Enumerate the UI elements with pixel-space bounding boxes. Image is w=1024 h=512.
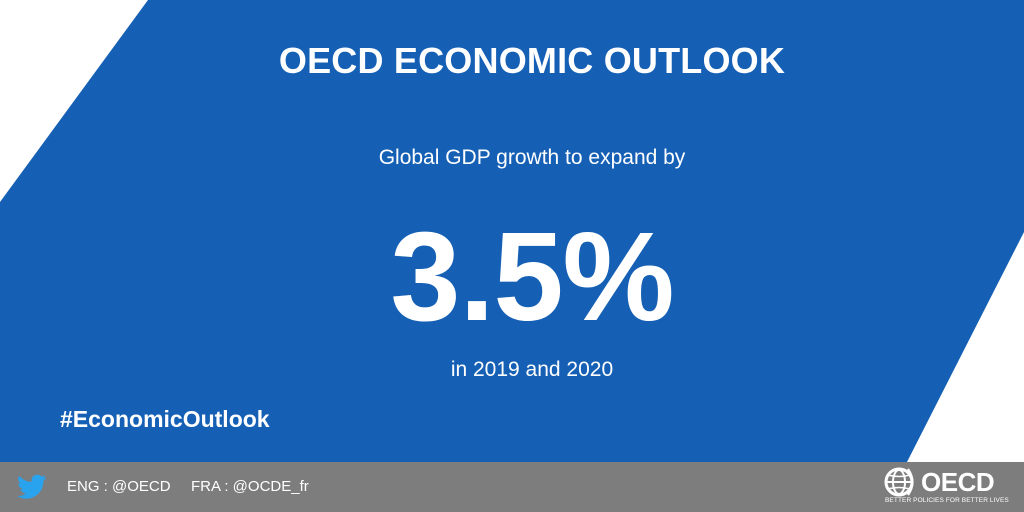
oecd-wordmark: OECD bbox=[921, 467, 995, 497]
french-twitter-handle[interactable]: FRA : @OCDE_fr bbox=[191, 478, 309, 495]
blue-parallelogram-background bbox=[0, 0, 1024, 462]
twitter-bird-icon[interactable] bbox=[17, 474, 47, 500]
page-title: OECD ECONOMIC OUTLOOK bbox=[278, 40, 786, 81]
period-text: in 2019 and 2020 bbox=[450, 358, 614, 381]
english-twitter-handle[interactable]: ENG : @OECD bbox=[67, 478, 171, 495]
headline-subtitle: Global GDP growth to expand by bbox=[378, 146, 686, 169]
footer-bar: ENG : @OECD FRA : @OCDE_fr OECD BETTER P… bbox=[0, 462, 1024, 512]
oecd-logo[interactable]: OECD BETTER POLICIES FOR BETTER LIVES bbox=[884, 466, 1014, 508]
hashtag-link[interactable]: #EconomicOutlook bbox=[60, 406, 270, 432]
banner: OECD ECONOMIC OUTLOOK Global GDP growth … bbox=[0, 0, 1024, 462]
growth-figure: 3.5% bbox=[390, 206, 674, 347]
oecd-globe-icon bbox=[884, 467, 914, 497]
oecd-tagline: BETTER POLICIES FOR BETTER LIVES bbox=[885, 497, 1009, 504]
